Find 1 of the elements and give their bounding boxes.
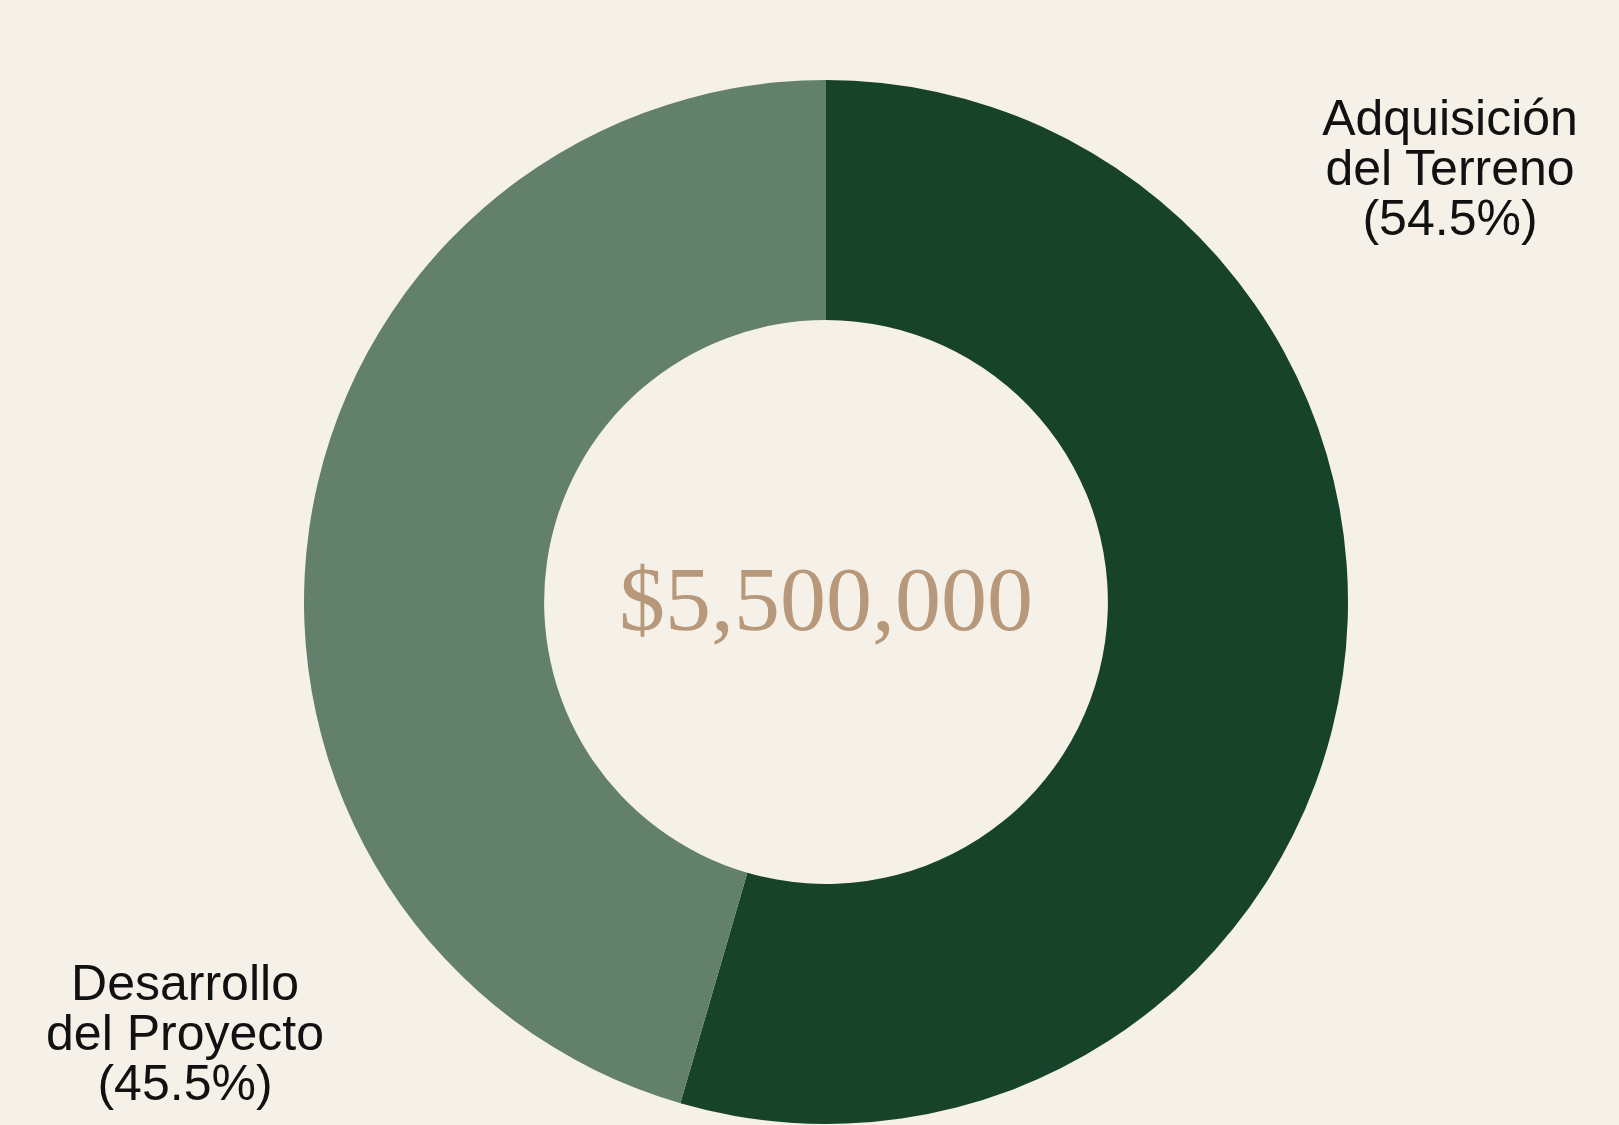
text: $5,500,000 <box>619 548 1033 650</box>
